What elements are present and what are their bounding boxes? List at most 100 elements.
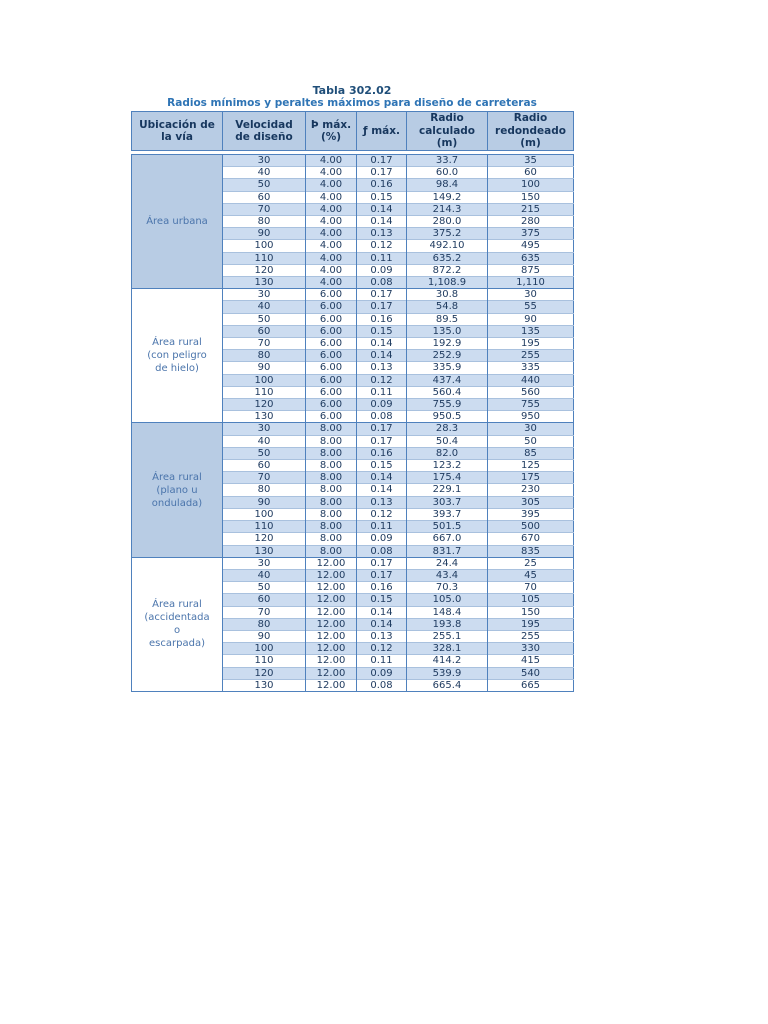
speed-cell: 70	[222, 471, 306, 484]
radio-redondeado-cell: 135	[487, 324, 574, 338]
table-row: 90 8.00 0.13 303.7 305	[132, 495, 574, 509]
speed-cell: 30	[222, 288, 306, 301]
speed-cell: 80	[222, 483, 306, 497]
table-row: 110 12.00 0.11 414.2 415	[132, 654, 574, 668]
p-max-cell: 4.00	[305, 166, 357, 179]
f-max-cell: 0.11	[356, 654, 407, 668]
radio-redondeado-cell: 635	[487, 251, 574, 265]
p-max-cell: 12.00	[305, 605, 357, 619]
radio-redondeado-cell: 50	[487, 434, 574, 448]
radio-calculado-cell: 872.2	[406, 263, 488, 277]
speed-cell: 60	[222, 190, 306, 204]
f-max-cell: 0.16	[356, 446, 407, 460]
table-subtitle: Radios mínimos y peraltes máximos para d…	[167, 97, 537, 109]
radio-calculado-cell: 280.0	[406, 215, 488, 228]
table-row: Área rural (plano u ondulada) 30 8.00 0.17 2…	[131, 422, 574, 558]
radio-redondeado-cell: 55	[487, 300, 574, 314]
radio-redondeado-cell: 670	[487, 532, 574, 545]
table-body: Área urbana 30 4.00 0.17 33.7 35 40 4.00 0.17 60.…	[131, 154, 574, 692]
table-row: 90 12.00 0.13 255.1 255	[132, 629, 574, 643]
speed-cell: 40	[222, 300, 306, 314]
f-max-cell: 0.12	[356, 507, 407, 521]
radio-redondeado-cell: 85	[487, 446, 574, 460]
radio-redondeado-cell: 330	[487, 642, 574, 655]
table-row: 120 8.00 0.09 667.0 670	[132, 532, 574, 545]
table-row: 40 4.00 0.17 60.0 60	[132, 166, 574, 179]
radio-calculado-cell: 30.8	[406, 288, 488, 301]
table-row: 40 12.00 0.17 43.4 45	[132, 568, 574, 582]
radio-calculado-cell: 437.4	[406, 373, 488, 387]
radio-calculado-cell: 492.10	[406, 239, 488, 253]
f-max-cell: 0.17	[356, 288, 407, 301]
table-row: 100 4.00 0.12 492.10 495	[132, 239, 574, 253]
radio-calculado-cell: 43.4	[406, 568, 488, 582]
speed-cell: 40	[222, 166, 306, 179]
radio-calculado-cell: 33.7	[406, 154, 488, 167]
p-max-cell: 8.00	[305, 459, 357, 472]
p-max-cell: 6.00	[305, 410, 357, 423]
f-max-cell: 0.16	[356, 178, 407, 192]
f-max-cell: 0.13	[356, 495, 407, 509]
radio-redondeado-cell: 30	[487, 422, 574, 436]
table-row: 80 6.00 0.14 252.9 255	[132, 349, 574, 362]
p-max-cell: 12.00	[305, 568, 357, 582]
f-max-cell: 0.14	[356, 605, 407, 619]
f-max-cell: 0.14	[356, 617, 407, 631]
p-max-cell: 4.00	[305, 239, 357, 253]
table-row: 60 6.00 0.15 135.0 135	[132, 324, 574, 338]
table-row: 40 6.00 0.17 54.8 55	[132, 300, 574, 314]
table-row: Área rural (con peligro de hielo) 30 6.00 0…	[131, 288, 574, 423]
radio-redondeado-cell: 70	[487, 581, 574, 594]
radio-redondeado-cell: 195	[487, 337, 574, 350]
f-max-cell: 0.14	[356, 349, 407, 362]
radio-redondeado-cell: 150	[487, 190, 574, 204]
f-max-cell: 0.09	[356, 532, 407, 545]
radio-calculado-cell: 831.7	[406, 544, 488, 558]
speed-cell: 60	[222, 593, 306, 607]
radio-redondeado-cell: 335	[487, 361, 574, 375]
table-row: 110 6.00 0.11 560.4 560	[132, 385, 574, 399]
speed-cell: 130	[222, 276, 306, 289]
radio-calculado-cell: 335.9	[406, 361, 488, 375]
f-max-cell: 0.08	[356, 678, 407, 692]
radio-calculado-cell: 414.2	[406, 654, 488, 668]
p-max-cell: 6.00	[305, 398, 357, 411]
column-header-2: Þ máx. (%)	[305, 111, 357, 151]
table-row: 120 4.00 0.09 872.2 875	[132, 263, 574, 277]
f-max-cell: 0.15	[356, 459, 407, 472]
f-max-cell: 0.14	[356, 337, 407, 350]
p-max-cell: 4.00	[305, 276, 357, 289]
radio-redondeado-cell: 1,110	[487, 276, 574, 289]
radio-redondeado-cell: 25	[487, 556, 574, 570]
table-row: 70 6.00 0.14 192.9 195	[132, 337, 574, 350]
p-max-cell: 12.00	[305, 642, 357, 655]
f-max-cell: 0.17	[356, 568, 407, 582]
p-max-cell: 4.00	[305, 263, 357, 277]
speed-cell: 50	[222, 581, 306, 594]
p-max-cell: 6.00	[305, 300, 357, 314]
p-max-cell: 8.00	[305, 520, 357, 533]
f-max-cell: 0.12	[356, 642, 407, 655]
f-max-cell: 0.08	[356, 276, 407, 289]
radio-redondeado-cell: 305	[487, 495, 574, 509]
table-title: Tabla 302.02	[312, 84, 392, 97]
f-max-cell: 0.09	[356, 263, 407, 277]
f-max-cell: 0.17	[356, 166, 407, 179]
radio-calculado-cell: 175.4	[406, 471, 488, 484]
radio-redondeado-cell: 495	[487, 239, 574, 253]
f-max-cell: 0.08	[356, 410, 407, 423]
speed-cell: 80	[222, 215, 306, 228]
speed-cell: 90	[222, 495, 306, 509]
speed-cell: 100	[222, 642, 306, 655]
data-table: Área urbana 30 4.00 0.17 33.7 35 40 4.00 0.17 60.…	[131, 154, 574, 692]
table-row: 60 8.00 0.15 123.2 125	[132, 459, 574, 472]
speed-cell: 120	[222, 398, 306, 411]
radio-calculado-cell: 667.0	[406, 532, 488, 545]
table-row: 130 4.00 0.08 1,108.9 1,110	[132, 276, 574, 289]
f-max-cell: 0.09	[356, 666, 407, 680]
f-max-cell: 0.15	[356, 190, 407, 204]
radio-redondeado-cell: 560	[487, 385, 574, 399]
speed-cell: 90	[222, 361, 306, 375]
radio-redondeado-cell: 500	[487, 520, 574, 533]
